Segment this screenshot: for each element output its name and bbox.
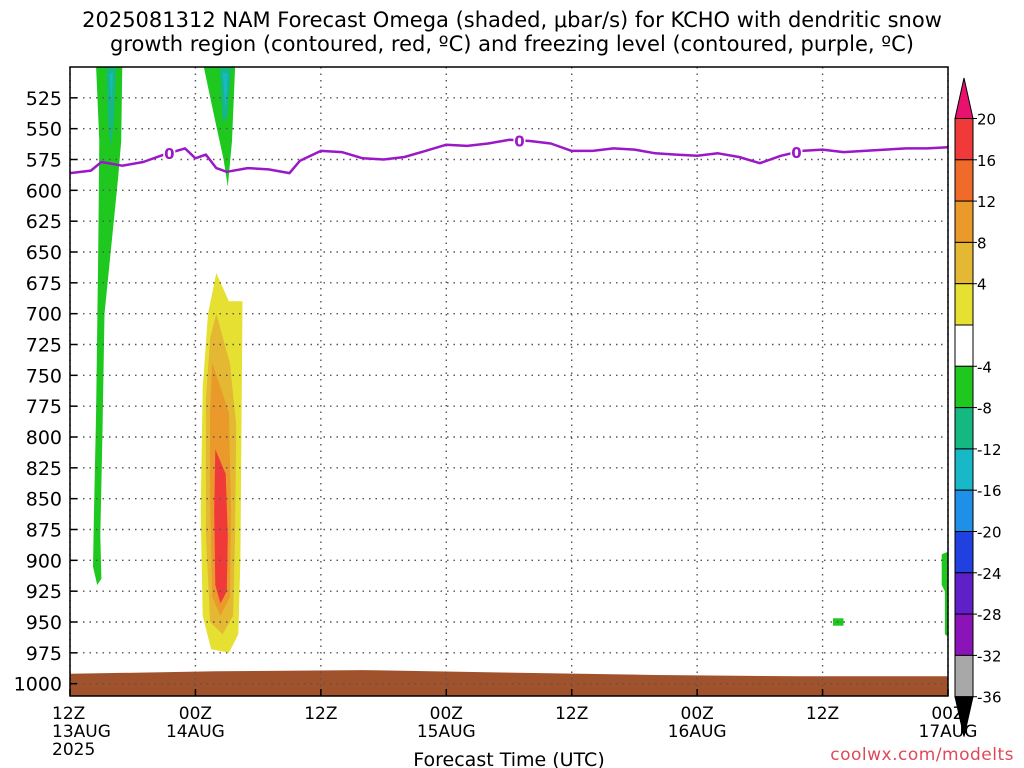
x-tick-label: 12Z	[52, 704, 85, 724]
x-tick-label: 12Z	[304, 704, 337, 724]
x-tick-label: 00Z	[179, 704, 212, 724]
y-tick-label: 875	[26, 520, 62, 542]
colorbar-label: -4	[977, 358, 992, 376]
contour-label: 0	[514, 132, 524, 150]
omega-area	[214, 449, 228, 604]
colorbar-label: -24	[977, 565, 1002, 583]
colorbar-label: -32	[977, 647, 1002, 665]
colorbar: 20 16 12 8 4 -4 -8 -12 -16 -20 -24 -28 -32 -36	[954, 77, 1002, 737]
x-tick-label: 12Z	[555, 704, 588, 724]
x-tick-label: 16AUG	[668, 722, 727, 742]
colorbar-label: -12	[977, 441, 1002, 459]
y-tick-label: 625	[26, 211, 62, 233]
y-tick-label: 525	[26, 88, 62, 110]
y-tick-label: 1000	[14, 674, 62, 696]
omega-area	[106, 67, 116, 148]
y-tick-label: 850	[26, 489, 62, 511]
y-tick-label: 700	[26, 304, 62, 326]
x-tick-label: 00Z	[430, 704, 463, 724]
y-tick-label: 975	[26, 643, 62, 665]
y-tick-label: 800	[26, 427, 62, 449]
y-tick-label: 950	[26, 612, 62, 634]
freezing-level-line	[70, 138, 948, 175]
colorbar-segment	[954, 159, 974, 202]
title-line-1: 2025081312 NAM Forecast Omega (shaded, μ…	[82, 8, 942, 32]
colorbar-segment	[954, 613, 974, 656]
colorbar-label: -8	[977, 400, 992, 418]
contour-label-bg	[790, 143, 803, 162]
y-tick-label: 675	[26, 273, 62, 295]
colorbar-bottom-arrow	[954, 696, 974, 737]
y-tick-label: 925	[26, 581, 62, 603]
terrain	[70, 670, 948, 696]
colorbar-label: -20	[977, 524, 1002, 542]
contour-label: 0	[164, 145, 174, 163]
colorbar-segment	[954, 324, 974, 367]
omega-area	[109, 73, 113, 104]
x-tick-label: 12Z	[806, 704, 839, 724]
colorbar-segment	[954, 572, 974, 615]
contour-label: 0	[791, 144, 801, 162]
x-tick-label: 00Z	[931, 704, 964, 724]
title-line-2: growth region (contoured, red, ºC) and f…	[110, 32, 914, 56]
y-tick-label: 775	[26, 396, 62, 418]
colorbar-label: -16	[977, 482, 1002, 500]
colorbar-segment	[954, 283, 974, 326]
colorbar-segment	[954, 241, 974, 285]
contour-label-bg	[513, 131, 526, 150]
x-tick-label: 13AUG	[52, 722, 111, 742]
colorbar-segment	[954, 407, 974, 450]
y-tick-label: 900	[26, 550, 62, 572]
colorbar-segment	[954, 365, 974, 409]
y-axis-ticks: 525 550 575 600 625 650 675 700 725 750 775 800 825 8…	[14, 88, 77, 696]
colorbar-label: -28	[977, 606, 1002, 624]
colorbar-segment	[954, 448, 974, 491]
x-tick-label: 14AUG	[166, 722, 225, 742]
colorbar-segment	[954, 654, 974, 698]
gridlines	[69, 67, 949, 696]
contour-label-bg	[163, 144, 176, 163]
y-tick-label: 725	[26, 335, 62, 357]
colorbar-segment	[954, 118, 974, 161]
x-tick-label: 17AUG	[919, 722, 978, 742]
plot-frame	[69, 66, 949, 697]
colorbar-label: 20	[977, 111, 996, 129]
credit-link[interactable]: coolwx.com/modelts	[830, 745, 1014, 765]
y-tick-label: 600	[26, 180, 62, 202]
colorbar-segment	[954, 531, 974, 574]
colorbar-label: 12	[977, 193, 996, 211]
freezing-level-contour: 0 0 0	[70, 131, 948, 175]
x-tick-label: 15AUG	[417, 722, 476, 742]
x-tick-label: 2025	[52, 740, 95, 760]
colorbar-segment	[954, 489, 974, 533]
omega-area	[222, 73, 228, 111]
omega-shading	[70, 67, 948, 696]
omega-area	[941, 551, 948, 637]
y-tick-label: 550	[26, 119, 62, 141]
colorbar-top-arrow	[954, 77, 974, 119]
colorbar-label: 4	[977, 276, 987, 294]
x-axis-title: Forecast Time (UTC)	[413, 749, 604, 768]
colorbar-segment	[954, 200, 974, 243]
colorbar-label: 16	[977, 152, 996, 170]
y-tick-label: 750	[26, 365, 62, 387]
y-tick-label: 575	[26, 150, 62, 172]
y-tick-label: 825	[26, 458, 62, 480]
colorbar-label: -36	[977, 689, 1002, 707]
omega-area	[93, 67, 123, 585]
y-tick-label: 650	[26, 242, 62, 264]
colorbar-label: 8	[977, 234, 987, 252]
x-tick-label: 00Z	[681, 704, 714, 724]
